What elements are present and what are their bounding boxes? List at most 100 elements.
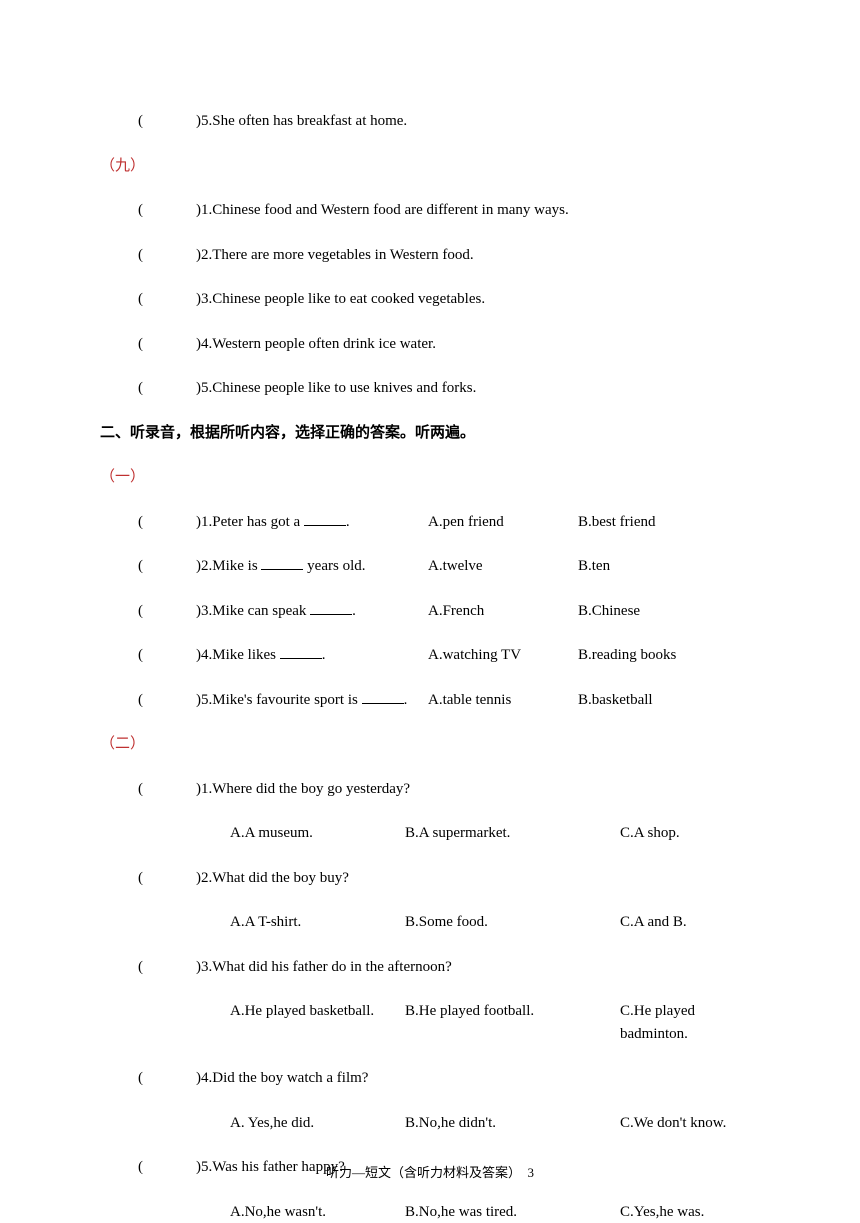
answer-blank[interactable]: ( [138,956,196,979]
item-number: 3 [201,959,209,975]
fill-blank[interactable] [280,658,322,659]
option-c[interactable]: C.We don't know. [620,1112,760,1135]
answer-blank[interactable]: ( [138,644,196,667]
question-item: ()1.Where did the boy go yesterday? [100,778,760,801]
option-c[interactable]: C.A and B. [620,911,760,934]
answer-blank[interactable]: ( [138,778,196,801]
answer-blank[interactable]: ( [138,377,196,400]
stem-post: . [346,514,350,530]
item-text: She often has breakfast at home. [212,113,407,129]
section-two-title: 二、听录音，根据所听内容，选择正确的答案。听两遍。 [100,422,760,445]
option-b[interactable]: B.best friend [578,511,760,534]
options-row: A.A museum.B.A supermarket.C.A shop. [100,822,760,845]
answer-blank[interactable]: ( [138,600,196,623]
stem-post: years old. [303,558,365,574]
options-row: A.He played basketball.B.He played footb… [100,1000,760,1045]
item-number: 4 [201,1070,209,1086]
item-text: Chinese food and Western food are differ… [212,202,568,218]
list-item: ()5.She often has breakfast at home. [100,110,760,133]
item-number: 5 [201,380,209,396]
option-a[interactable]: A.table tennis [428,689,578,712]
stem-pre: Mike's favourite sport is [212,692,361,708]
stem-post: . [322,647,326,663]
mcq-row: ()3.Mike can speak .A.FrenchB.Chinese [100,600,760,623]
stem-pre: Mike likes [212,647,280,663]
option-a[interactable]: A. Yes,he did. [230,1112,405,1135]
stem-pre: Peter has got a [212,514,304,530]
question-item: ()3.What did his father do in the aftern… [100,956,760,979]
option-b[interactable]: B.Some food. [405,911,620,934]
option-c[interactable]: C.Yes,he was. [620,1201,760,1223]
mcq-row: ()2.Mike is years old.A.twelveB.ten [100,555,760,578]
option-b[interactable]: B.A supermarket. [405,822,620,845]
item-number: 4 [201,647,209,663]
option-b[interactable]: B.No,he didn't. [405,1112,620,1135]
options-row: A. Yes,he did.B.No,he didn't.C.We don't … [100,1112,760,1135]
stem-pre: Mike can speak [212,603,310,619]
fill-blank[interactable] [261,569,303,570]
group-label-nine: （九） [100,155,760,178]
option-a[interactable]: A.watching TV [428,644,578,667]
option-c[interactable]: C.He played badminton. [620,1000,760,1045]
fill-blank[interactable] [362,703,404,704]
answer-blank[interactable]: ( [138,110,196,133]
footer-text: 听力—短文（含听力材料及答案） [326,1165,521,1180]
option-a[interactable]: A.He played basketball. [230,1000,405,1045]
mcq-row: ()5.Mike's favourite sport is .A.table t… [100,689,760,712]
item-number: 2 [201,247,209,263]
item-text: Chinese people like to eat cooked vegeta… [212,291,485,307]
list-item: ()2.There are more vegetables in Western… [100,244,760,267]
answer-blank[interactable]: ( [138,689,196,712]
item-text: Western people often drink ice water. [212,336,436,352]
option-a[interactable]: A.French [428,600,578,623]
item-number: 5 [201,692,209,708]
question-text: What did the boy buy? [212,870,349,886]
options-row: A.No,he wasn't.B.No,he was tired.C.Yes,h… [100,1201,760,1223]
option-b[interactable]: B.basketball [578,689,760,712]
item-number: 1 [201,781,209,797]
option-b[interactable]: B.No,he was tired. [405,1201,620,1223]
option-b[interactable]: B.Chinese [578,600,760,623]
item-number: 3 [201,291,209,307]
question-text: What did his father do in the afternoon? [212,959,452,975]
item-number: 1 [201,514,209,530]
option-a[interactable]: A.A T-shirt. [230,911,405,934]
answer-blank[interactable]: ( [138,867,196,890]
stem-post: . [352,603,356,619]
item-number: 5 [201,113,209,129]
option-b[interactable]: B.ten [578,555,760,578]
answer-blank[interactable]: ( [138,333,196,356]
question-text: Where did the boy go yesterday? [212,781,410,797]
question-text: Did the boy watch a film? [212,1070,368,1086]
mcq-row: ()4.Mike likes .A.watching TVB.reading b… [100,644,760,667]
stem-pre: Mike is [212,558,261,574]
answer-blank[interactable]: ( [138,1067,196,1090]
option-b[interactable]: B.reading books [578,644,760,667]
fill-blank[interactable] [304,525,346,526]
footer-page: 3 [528,1165,535,1180]
list-item: ()3.Chinese people like to eat cooked ve… [100,288,760,311]
page-footer: 听力—短文（含听力材料及答案） 3 [0,1163,860,1183]
answer-blank[interactable]: ( [138,555,196,578]
question-item: ()4.Did the boy watch a film? [100,1067,760,1090]
answer-blank[interactable]: ( [138,288,196,311]
option-a[interactable]: A.A museum. [230,822,405,845]
question-item: ()2.What did the boy buy? [100,867,760,890]
item-number: 4 [201,336,209,352]
option-a[interactable]: A.twelve [428,555,578,578]
answer-blank[interactable]: ( [138,199,196,222]
option-a[interactable]: A.pen friend [428,511,578,534]
list-item: ()4.Western people often drink ice water… [100,333,760,356]
group-label-two: （二） [100,733,760,756]
options-row: A.A T-shirt.B.Some food.C.A and B. [100,911,760,934]
group-label-one: （一） [100,466,760,489]
item-text: Chinese people like to use knives and fo… [212,380,476,396]
answer-blank[interactable]: ( [138,511,196,534]
answer-blank[interactable]: ( [138,244,196,267]
item-number: 2 [201,558,209,574]
fill-blank[interactable] [310,614,352,615]
option-a[interactable]: A.No,he wasn't. [230,1201,405,1223]
option-b[interactable]: B.He played football. [405,1000,620,1045]
item-number: 2 [201,870,209,886]
option-c[interactable]: C.A shop. [620,822,760,845]
